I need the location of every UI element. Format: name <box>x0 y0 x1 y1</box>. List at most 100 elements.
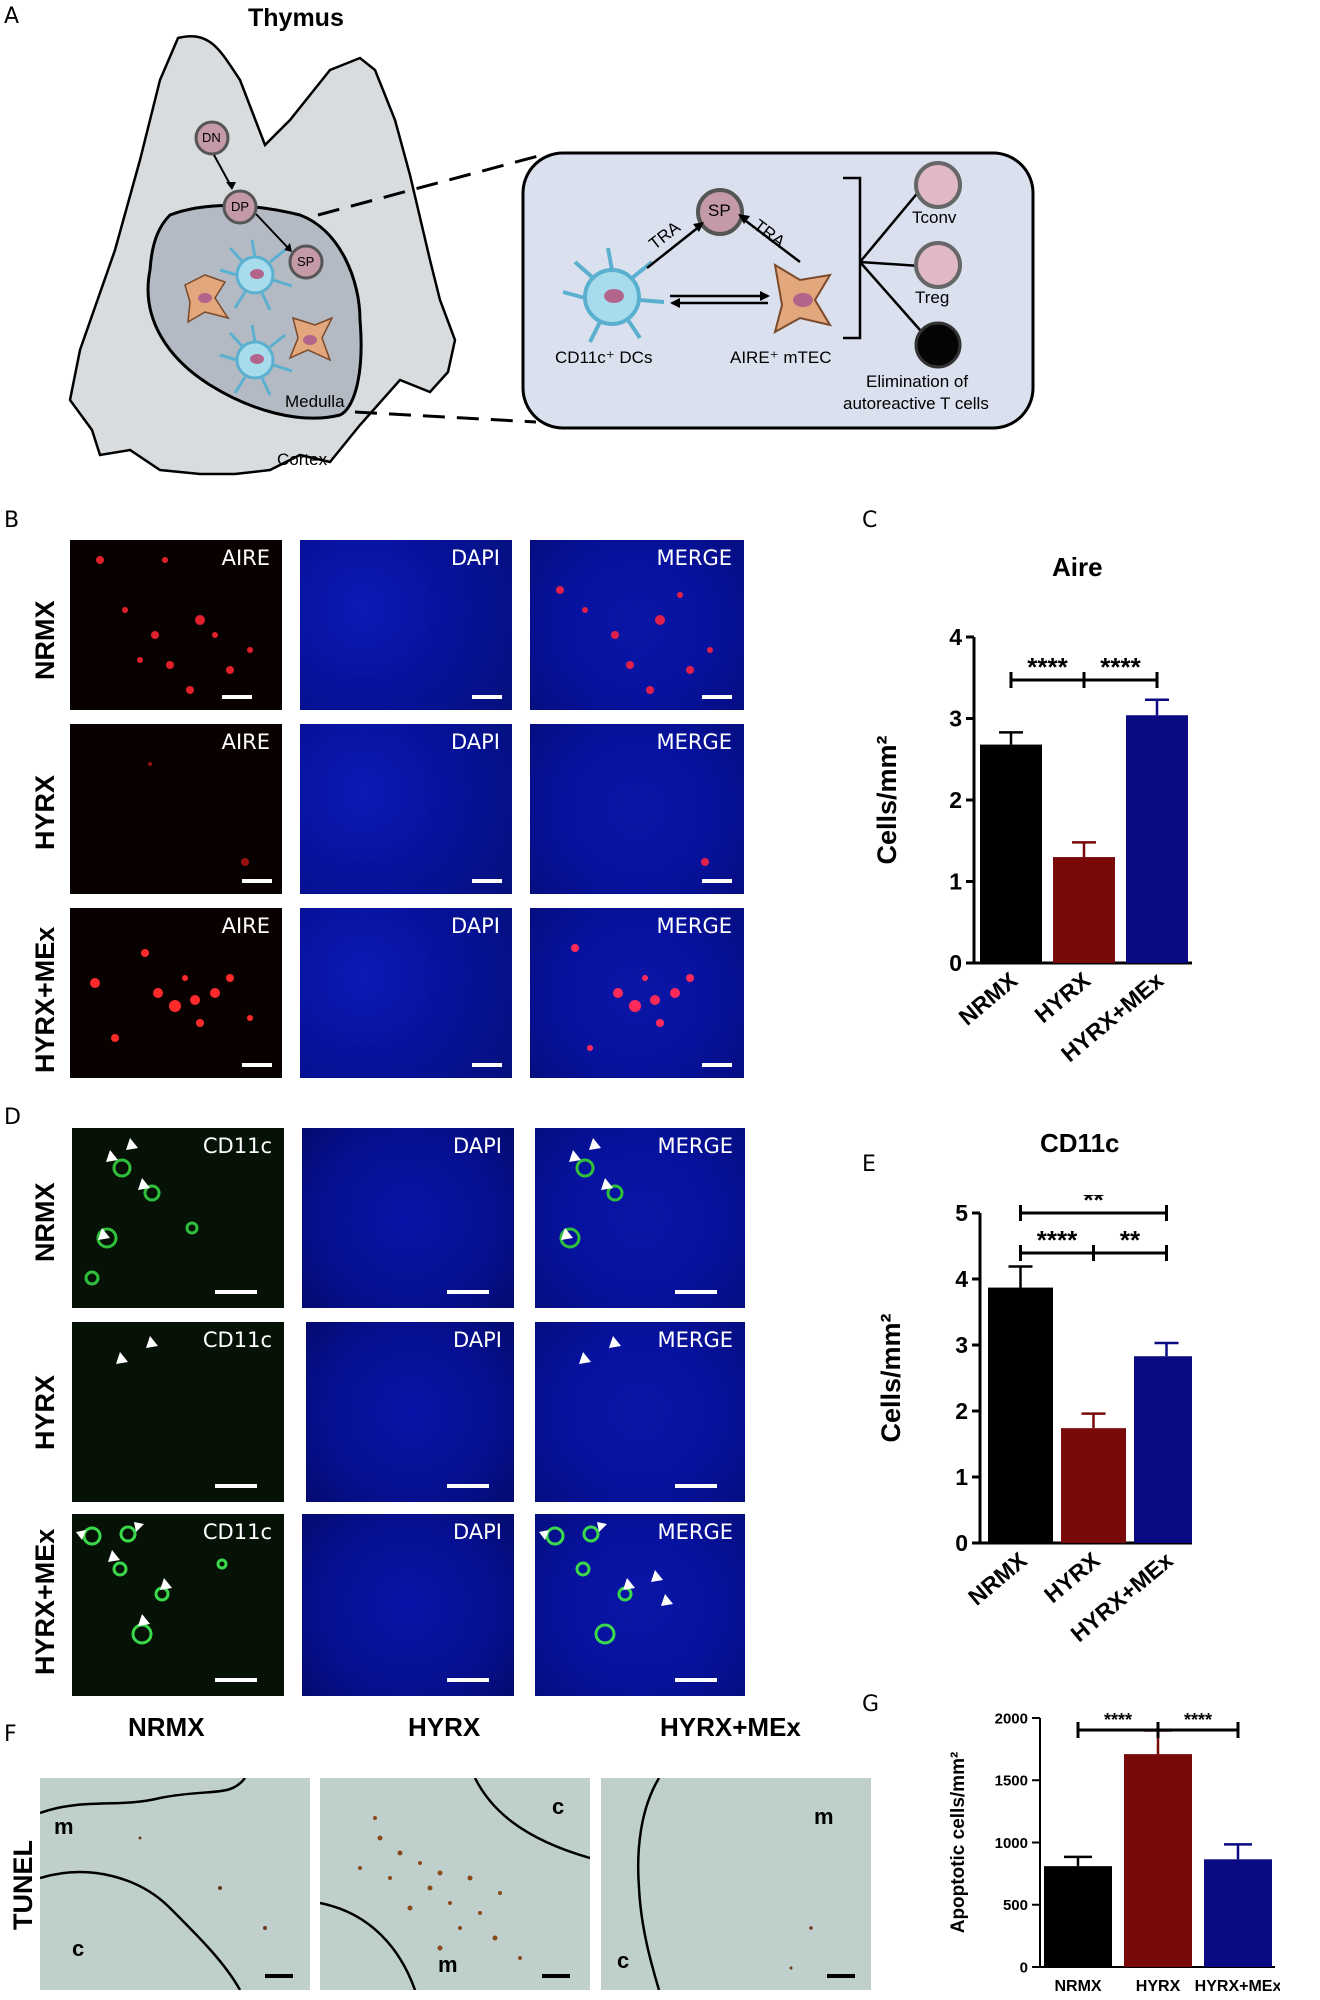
image-label: MERGE <box>656 914 732 938</box>
image-label: CD11c <box>202 1520 272 1544</box>
micrograph-merge-cd11c-hyrx-mex: MERGE <box>535 1514 745 1696</box>
panel-letter-b: B <box>4 508 20 533</box>
panel-letter-g: G <box>862 1692 880 1717</box>
treg-cell-icon <box>914 241 962 289</box>
scale-bar <box>827 1974 855 1978</box>
panel-letter-f: F <box>4 1722 17 1747</box>
micrograph-merge-cd11c-nrmx: MERGE <box>535 1128 745 1308</box>
significance-label: **** <box>1027 652 1068 682</box>
y-tick-label: 1500 <box>995 1773 1028 1790</box>
chart-apoptotic: 0 500 1000 1500 2000 NRMX HYRX HYRX+MEx **** ****… <box>948 1710 1280 1995</box>
eliminated-cell-icon <box>914 321 962 369</box>
chart-title-aire: Aire <box>1052 552 1103 582</box>
sp-label: SP <box>297 254 315 269</box>
y-tick-label: 500 <box>1003 1897 1028 1914</box>
image-label: CD11c <box>202 1328 272 1352</box>
image-label: MERGE <box>656 546 732 570</box>
bar <box>1053 857 1115 963</box>
bar <box>1124 1754 1192 1967</box>
scale-bar <box>542 1974 570 1978</box>
bar <box>1134 1356 1192 1543</box>
y-tick-label: 3 <box>955 1332 968 1358</box>
y-tick-label: 4 <box>949 624 962 650</box>
scale-bar <box>215 1484 257 1488</box>
tunel-col-nrmx: NRMX <box>128 1712 205 1742</box>
tunel-col-hyrx-mex: HYRX+MEx <box>660 1712 801 1742</box>
row-label-hyrx: HYRX <box>30 774 60 850</box>
y-tick-label: 5 <box>955 1200 968 1226</box>
row-label-hyrx-mex: HYRX+MEx <box>30 1528 60 1675</box>
micrograph-cd11c-hyrx: CD11c <box>72 1322 284 1502</box>
significance-label: **** <box>1104 1710 1132 1730</box>
region-label-m: m <box>54 1814 74 1839</box>
micrograph-dapi-nrmx: DAPI <box>300 540 512 710</box>
y-tick-label: 0 <box>955 1530 968 1556</box>
y-tick-label: 2000 <box>995 1710 1028 1727</box>
image-label: DAPI <box>452 1328 502 1352</box>
scale-bar <box>702 879 732 883</box>
row-label-hyrx: HYRX <box>30 1374 60 1450</box>
micrograph-dapi-hyrx-mex: DAPI <box>300 908 512 1078</box>
chart-title-cd11c: CD11c <box>1040 1128 1120 1158</box>
image-label: DAPI <box>450 546 500 570</box>
y-tick-label: 0 <box>949 950 962 976</box>
dn-label: DN <box>202 130 221 145</box>
scale-bar <box>447 1484 489 1488</box>
y-tick-label: 1000 <box>995 1835 1028 1852</box>
micrograph-tunel-hyrx-mex: m c <box>601 1778 871 1990</box>
micrograph-aire-nrmx: AIRE <box>70 540 282 710</box>
treg-label: Treg <box>915 288 950 307</box>
red-cells <box>571 944 694 1051</box>
region-label-m: m <box>814 1804 834 1829</box>
region-label-c: c <box>72 1936 85 1961</box>
micrograph-dapi-cd11c-nrmx: DAPI <box>302 1128 514 1308</box>
tunel-boundaries <box>636 1778 813 1990</box>
significance-label: ** <box>1120 1225 1141 1255</box>
image-label: AIRE <box>221 730 270 754</box>
scale-bar <box>242 879 272 883</box>
scale-bar <box>222 695 252 699</box>
mtec-label: AIRE⁺ mTEC <box>730 348 832 367</box>
row-label-hyrx-mex: HYRX+MEx <box>30 926 60 1073</box>
y-axis-label: Apoptotic cells/mm² <box>948 1752 969 1934</box>
x-tick-label: NRMX <box>1054 1978 1101 1995</box>
bar <box>1126 715 1188 963</box>
region-label-c: c <box>552 1794 565 1819</box>
scale-bar <box>702 1063 732 1067</box>
image-label: DAPI <box>452 1520 502 1544</box>
row-label-nrmx: NRMX <box>30 600 60 681</box>
inset-sp-label: SP <box>708 201 731 220</box>
scale-bar <box>215 1678 257 1682</box>
x-tick-label: NRMX <box>963 1546 1032 1610</box>
thymus-title: Thymus <box>248 4 344 32</box>
micrograph-tunel-nrmx: m c <box>40 1778 310 1990</box>
dn-cell-icon <box>194 120 230 156</box>
panel-letter-c: C <box>862 508 878 533</box>
bar <box>988 1287 1053 1543</box>
green-cells <box>559 1138 624 1249</box>
micrograph-cd11c-hyrx-mex: CD11c <box>72 1514 284 1696</box>
y-tick-label: 3 <box>949 706 962 732</box>
green-cells <box>579 1336 621 1364</box>
significance-label: **** <box>1184 1710 1212 1730</box>
scale-bar <box>675 1678 717 1682</box>
scale-bar <box>242 1063 272 1067</box>
tunel-boundaries <box>40 1778 267 1990</box>
medulla-label: Medulla <box>285 392 345 411</box>
y-axis-label: Cells/mm² <box>876 1313 906 1442</box>
x-tick-label: HYRX+MEx <box>1195 1978 1280 1995</box>
scale-bar <box>215 1290 257 1294</box>
tunel-boundaries <box>320 1778 590 1990</box>
green-cells <box>84 1138 199 1286</box>
image-label: MERGE <box>657 1328 733 1352</box>
y-tick-label: 4 <box>955 1266 968 1292</box>
x-tick-label: HYRX <box>1136 1978 1181 1995</box>
region-label-c: c <box>617 1948 630 1973</box>
scale-bar <box>675 1484 717 1488</box>
micrograph-merge-cd11c-hyrx: MERGE <box>535 1322 745 1502</box>
bar <box>980 744 1042 963</box>
y-tick-label: 1 <box>949 869 962 895</box>
tunel-col-hyrx: HYRX <box>408 1712 481 1742</box>
image-label: AIRE <box>221 914 270 938</box>
tconv-cell-icon <box>914 161 962 209</box>
